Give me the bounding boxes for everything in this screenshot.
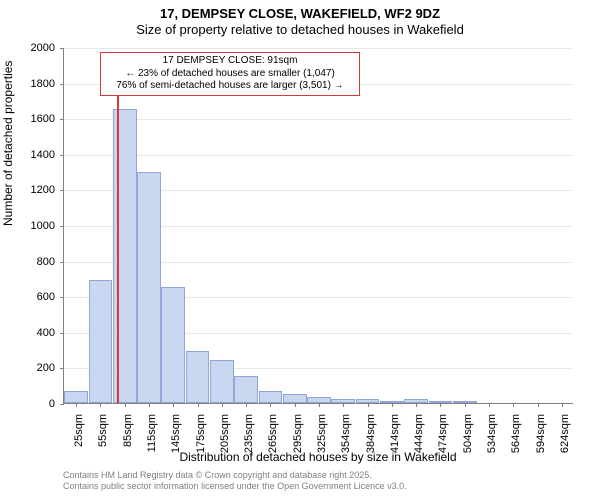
x-tick-label: 504sqm (462, 414, 474, 453)
annotation-line1: 17 DEMPSEY CLOSE: 91sqm (105, 55, 355, 68)
y-tick-mark (60, 190, 64, 191)
x-tick-label: 55sqm (97, 414, 109, 447)
y-tick-mark (60, 48, 64, 49)
credits-line1: Contains HM Land Registry data © Crown c… (63, 470, 407, 481)
x-tick-label: 325sqm (316, 414, 328, 453)
x-tick-label: 354sqm (340, 414, 352, 453)
x-tick-label: 444sqm (413, 414, 425, 453)
y-tick-mark (60, 333, 64, 334)
x-tick-label: 235sqm (243, 414, 255, 453)
histogram-bar (64, 391, 88, 403)
x-tick-label: 564sqm (510, 414, 522, 453)
y-tick-label: 1200 (31, 184, 55, 196)
x-tick-label: 115sqm (146, 414, 158, 452)
y-tick-mark (60, 155, 64, 156)
chart-subtitle: Size of property relative to detached ho… (0, 22, 600, 38)
gridline (64, 48, 573, 49)
y-tick-mark (60, 226, 64, 227)
y-tick-mark (60, 297, 64, 298)
plot-area: 17 DEMPSEY CLOSE: 91sqm ← 23% of detache… (63, 48, 573, 404)
y-tick-label: 600 (37, 291, 55, 303)
chart-title-block: 17, DEMPSEY CLOSE, WAKEFIELD, WF2 9DZ Si… (0, 0, 600, 39)
x-tick-label: 85sqm (122, 414, 134, 447)
y-axis-labels: 0200400600800100012001400160018002000 (0, 48, 60, 404)
credits-block: Contains HM Land Registry data © Crown c… (63, 470, 407, 492)
x-axis-title: Distribution of detached houses by size … (63, 450, 573, 464)
x-tick-label: 25sqm (73, 414, 85, 447)
histogram-bar (161, 287, 185, 403)
chart-title-address: 17, DEMPSEY CLOSE, WAKEFIELD, WF2 9DZ (0, 6, 600, 22)
y-tick-label: 1600 (31, 113, 55, 125)
histogram-bar (283, 394, 307, 403)
annotation-box: 17 DEMPSEY CLOSE: 91sqm ← 23% of detache… (100, 52, 360, 96)
gridline (64, 119, 573, 120)
x-tick-label: 624sqm (559, 414, 571, 453)
x-tick-label: 474sqm (437, 414, 449, 453)
x-tick-label: 205sqm (219, 414, 231, 453)
histogram-bar (186, 351, 210, 403)
y-tick-label: 1000 (31, 220, 55, 232)
y-tick-label: 0 (49, 398, 55, 410)
y-tick-label: 200 (37, 362, 55, 374)
histogram-bar (137, 172, 161, 403)
y-tick-label: 2000 (31, 42, 55, 54)
annotation-line3: 76% of semi-detached houses are larger (… (105, 80, 355, 93)
x-tick-label: 384sqm (365, 414, 377, 453)
x-tick-label: 145sqm (170, 414, 182, 453)
histogram-bar (113, 109, 137, 403)
annotation-line2: ← 23% of detached houses are smaller (1,… (105, 68, 355, 81)
x-tick-label: 534sqm (486, 414, 498, 453)
y-tick-label: 1400 (31, 149, 55, 161)
y-tick-mark (60, 262, 64, 263)
histogram-bar (89, 280, 113, 403)
x-tick-label: 295sqm (292, 414, 304, 453)
chart-container: 17, DEMPSEY CLOSE, WAKEFIELD, WF2 9DZ Si… (0, 0, 600, 500)
credits-line2: Contains public sector information licen… (63, 481, 407, 492)
x-tick-label: 175sqm (195, 414, 207, 453)
property-marker-line (117, 77, 119, 403)
y-tick-mark (60, 84, 64, 85)
y-tick-label: 1800 (31, 78, 55, 90)
y-tick-mark (60, 368, 64, 369)
histogram-bar (234, 376, 258, 403)
x-axis-labels: 25sqm 55sqm 85sqm 115sqm 145sqm 175sqm 205sqm 2… (63, 404, 573, 454)
histogram-bar (259, 391, 283, 403)
x-tick-label: 594sqm (535, 414, 547, 453)
histogram-bar (210, 360, 234, 403)
x-tick-label: 414sqm (389, 414, 401, 453)
y-tick-label: 800 (37, 256, 55, 268)
y-tick-mark (60, 119, 64, 120)
y-tick-label: 400 (37, 327, 55, 339)
x-tick-label: 265sqm (267, 414, 279, 453)
gridline (64, 155, 573, 156)
